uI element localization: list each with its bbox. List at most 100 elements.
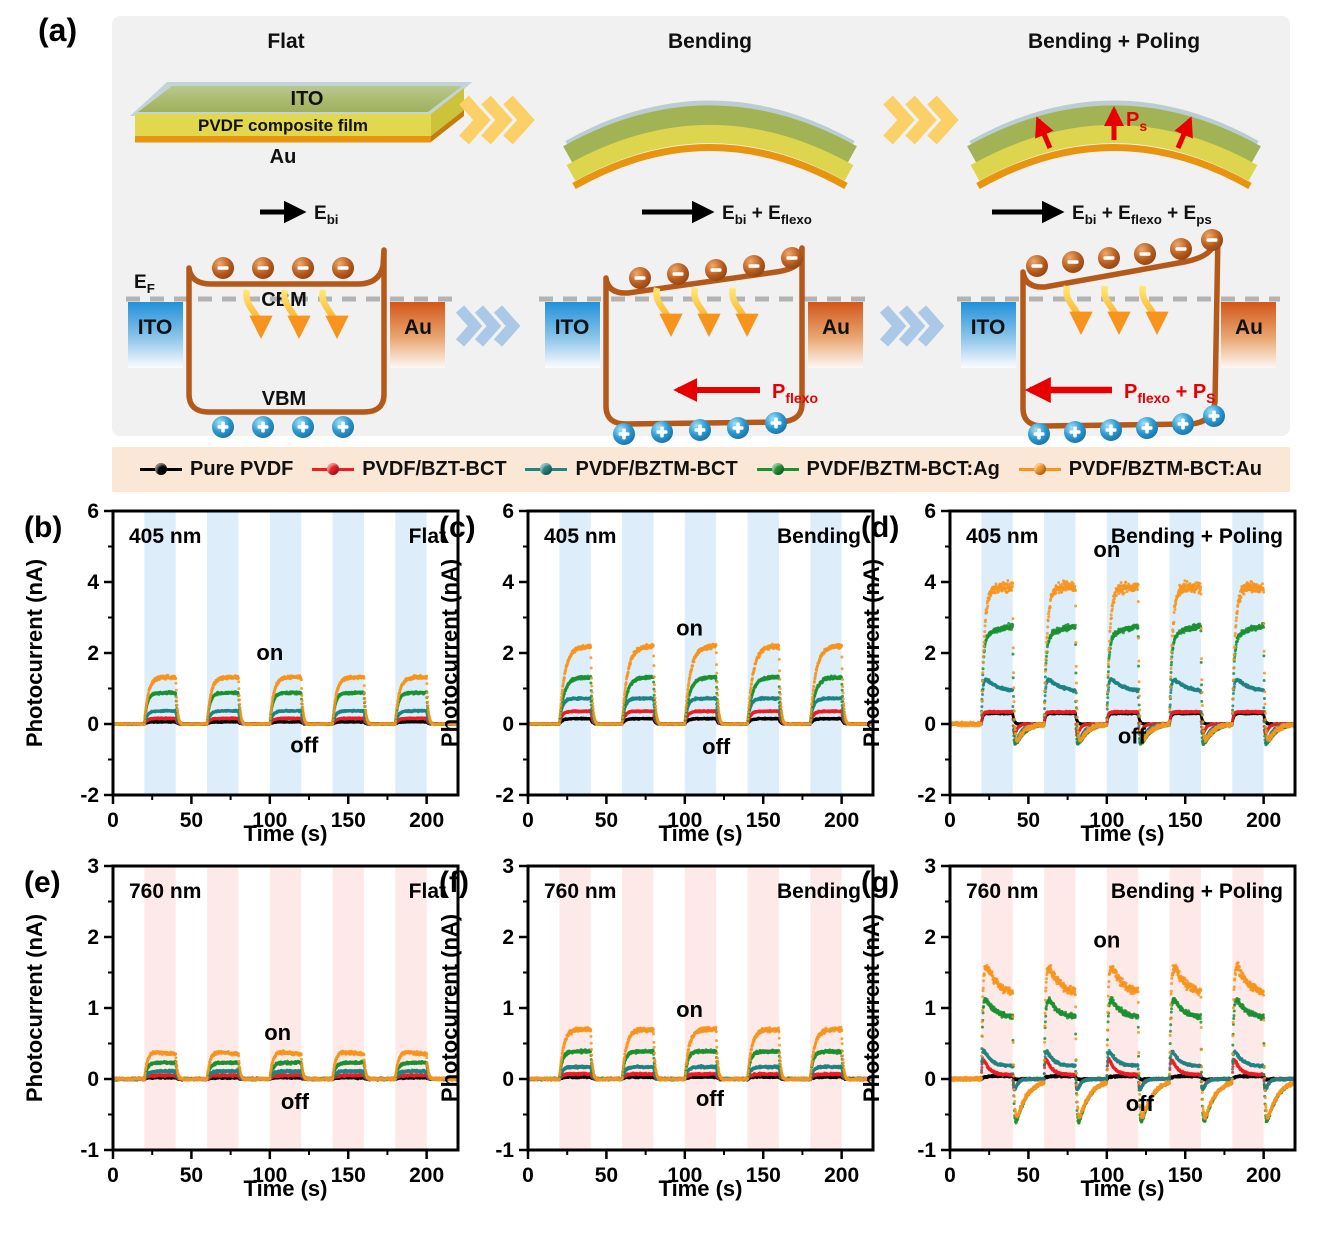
photoexcitation-arrow-icon — [691, 287, 721, 338]
hole-icon — [613, 423, 635, 445]
chevron-arrows-yellow-2 — [883, 95, 959, 145]
electron-icon — [1026, 255, 1048, 277]
legend-item: PVDF/BZT-BCT — [312, 458, 507, 481]
legend-item: PVDF/BZTM-BCT — [525, 458, 738, 481]
legend-marker-icon — [756, 463, 799, 476]
photoexcitation-arrow-icon — [1101, 285, 1131, 336]
photoexcitation-arrow-icon — [319, 289, 349, 340]
device-stack-bending — [563, 100, 857, 190]
au-electrode — [808, 302, 863, 368]
chevron-arrows-blue-1 — [455, 305, 521, 347]
hole-icon — [1100, 419, 1122, 441]
electron-icon — [292, 257, 314, 279]
chart-panel-d — [855, 497, 1305, 849]
electron-icon — [1201, 229, 1223, 251]
ito-electrode-label: ITO — [138, 316, 173, 339]
hole-icon — [727, 417, 749, 439]
electron-icon — [1134, 243, 1156, 265]
device-stack-flat: ITO PVDF composite film Au — [130, 82, 472, 168]
electron-icon — [781, 247, 803, 269]
photoexcitation-arrow-icon — [1139, 285, 1169, 336]
photoexcitation-arrow-icon — [729, 287, 759, 338]
photoexcitation-arrow-icon — [653, 287, 683, 338]
chart-panel-e — [18, 852, 468, 1204]
au-electrode — [390, 302, 445, 368]
legend-item: Pure PVDF — [140, 458, 293, 481]
pflexo-ps-label: Pflexo + PS — [1124, 381, 1216, 406]
ito-electrode — [961, 302, 1016, 368]
field-label-bending: Ebi + Eflexo — [722, 203, 812, 227]
ps-label: Ps — [1126, 109, 1147, 134]
hole-icon — [1172, 413, 1194, 435]
electron-icon — [743, 255, 765, 277]
hole-icon — [689, 419, 711, 441]
hole-icon — [332, 416, 354, 438]
legend-item: PVDF/BZTM-BCT:Au — [1018, 458, 1262, 481]
band-diagram-flat: EF ITO Au CBM VBM — [126, 247, 457, 415]
chart-panel-c — [433, 497, 883, 849]
photoexcitation-arrow-icon — [281, 289, 311, 340]
device-stack-bending-poling: Ps — [967, 100, 1261, 190]
schematic-figure: Flat Bending Bending + Poling ITO PVDF c… — [112, 16, 1290, 445]
legend-label: PVDF/BZT-BCT — [362, 458, 507, 480]
stage-title-flat: Flat — [267, 30, 304, 53]
electron-icon — [629, 267, 651, 289]
photoexcitation-arrow-icon — [243, 289, 273, 340]
hole-icon — [1028, 423, 1050, 445]
photoexcitation-arrow-icon — [1063, 285, 1093, 336]
schematic-background — [112, 16, 1290, 436]
field-label-flat: Ebi — [314, 203, 339, 227]
series-legend: Pure PVDF PVDF/BZT-BCT PVDF/BZTM-BCT PVDF/B… — [112, 447, 1290, 492]
device-layer-au-label: Au — [270, 146, 297, 168]
electron-icon — [667, 263, 689, 285]
chevron-arrows-blue-2 — [879, 305, 945, 347]
pflexo-label: Pflexo — [772, 381, 818, 406]
ito-electrode — [128, 302, 183, 368]
au-electrode-label: Au — [1235, 316, 1263, 339]
hole-icon — [252, 416, 274, 438]
device-layer-ito-label: ITO — [291, 88, 324, 110]
polarization-up-arrows — [1035, 106, 1193, 149]
hole-icon — [1203, 405, 1225, 427]
legend-item: PVDF/BZTM-BCT:Ag — [756, 458, 1000, 481]
au-electrode-label: Au — [404, 316, 432, 339]
electron-icon — [1098, 247, 1120, 269]
stage-title-bending-poling: Bending + Poling — [1028, 30, 1200, 53]
legend-marker-icon — [1018, 463, 1061, 476]
chart-panel-g — [855, 852, 1305, 1204]
au-electrode — [1221, 302, 1276, 368]
ito-electrode — [545, 302, 600, 368]
electron-icon — [212, 257, 234, 279]
field-label-bending-poling: Ebi + Eflexo + Eps — [1072, 203, 1212, 227]
ito-electrode-label: ITO — [971, 316, 1006, 339]
electron-icon — [705, 259, 727, 281]
electron-icon — [1062, 251, 1084, 273]
device-layer-pvdf-label: PVDF composite film — [198, 116, 368, 135]
band-outline — [186, 247, 387, 415]
electron-icon — [332, 257, 354, 279]
hole-icon — [212, 416, 234, 438]
stage-title-bending: Bending — [668, 30, 752, 53]
legend-label: Pure PVDF — [190, 458, 294, 480]
hole-icon — [765, 412, 787, 434]
hole-icon — [292, 416, 314, 438]
legend-label: PVDF/BZTM-BCT:Ag — [806, 458, 1000, 480]
legend-label: PVDF/BZTM-BCT — [575, 458, 738, 480]
legend-marker-icon — [312, 463, 355, 476]
chart-panel-f — [433, 852, 883, 1204]
hole-icon — [1136, 417, 1158, 439]
panel-a-label: (a) — [38, 12, 78, 48]
vbm-label: VBM — [262, 388, 306, 410]
electron-icon — [252, 257, 274, 279]
chart-panel-b — [18, 497, 468, 849]
hole-icon — [651, 421, 673, 443]
hole-icon — [1064, 421, 1086, 443]
legend-label: PVDF/BZTM-BCT:Au — [1068, 458, 1262, 480]
electron-icon — [1170, 238, 1192, 260]
au-electrode-label: Au — [822, 316, 850, 339]
chevron-arrows-yellow-1 — [459, 95, 535, 145]
fermi-level-label: EF — [134, 272, 155, 296]
legend-marker-icon — [140, 463, 182, 476]
ito-electrode-label: ITO — [555, 316, 590, 339]
legend-marker-icon — [525, 463, 568, 476]
